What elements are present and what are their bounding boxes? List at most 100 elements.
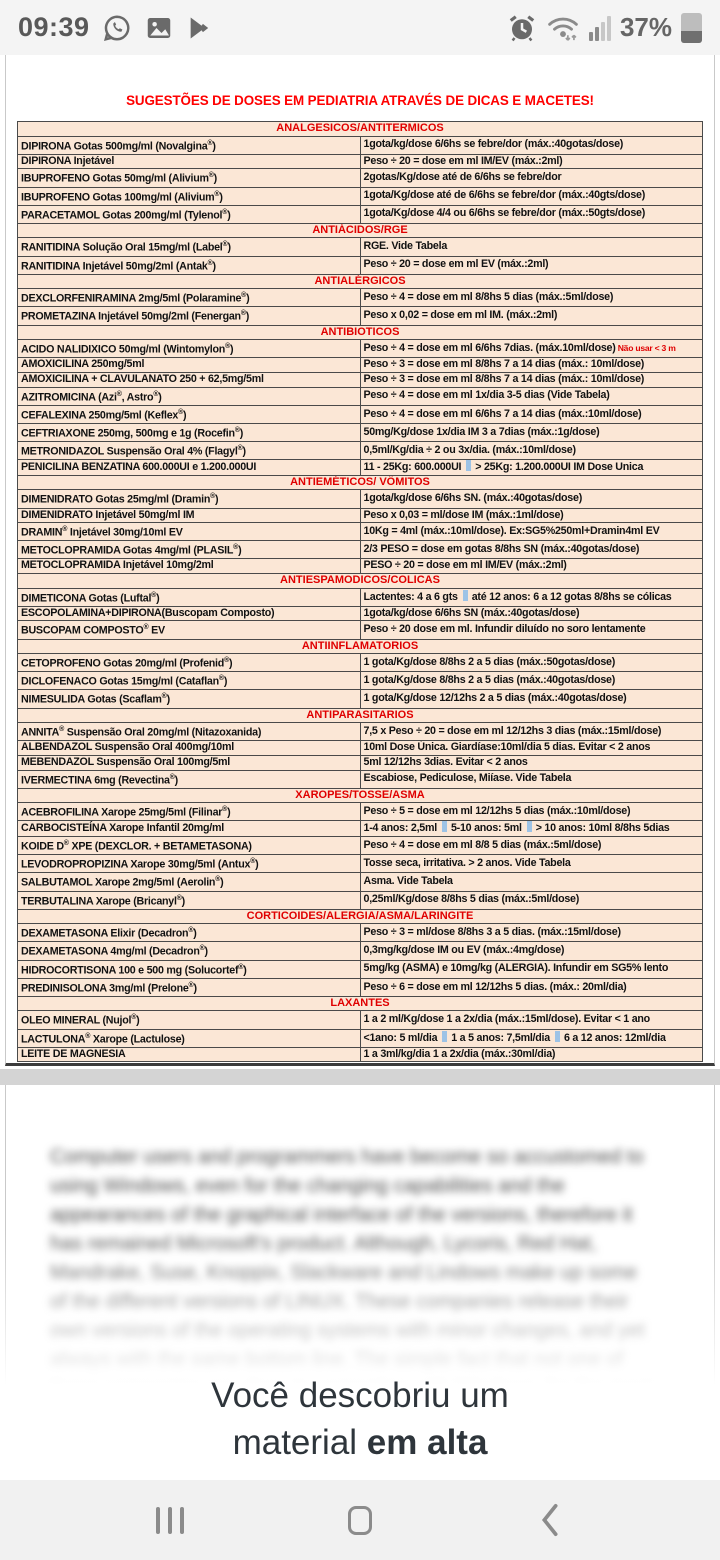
drug-row: DRAMIN® Injetável 30mg/10ml EV 10Kg = 4ml… xyxy=(17,522,703,542)
dose-cell: Peso ÷ 4 = dose em ml 6/6hs 7 a 14 dias … xyxy=(359,404,703,424)
section-row: ANALGESICOS/ANTITERMICOS xyxy=(17,121,703,137)
warning-note: Não usar < 3 m xyxy=(615,343,676,353)
dose-cell: Peso ÷ 4 = dose em ml 8/8 5 dias (máx.:5… xyxy=(359,836,703,856)
drug-row: KOIDE D® XPE (DEXCLOR. + BETAMETASONA) Pe… xyxy=(17,836,703,856)
drug-name-cell: DIMETICONA Gotas (Luftal®) xyxy=(17,587,361,607)
battery-icon xyxy=(681,12,702,43)
drug-name-cell: RANITIDINA Injetável 50mg/2ml (Antak®) xyxy=(17,255,361,275)
drug-row: CETOPROFENO Gotas 20mg/ml (Profenid®) 1 g… xyxy=(17,653,703,673)
drug-name-cell: ANNITA® Suspensão Oral 20mg/ml (Nitazoxa… xyxy=(17,722,361,742)
navigation-bar xyxy=(0,1480,720,1560)
drug-row: PENICILINA BENZATINA 600.000UI e 1.200.0… xyxy=(17,459,703,476)
drug-row: ALBENDAZOL Suspensão Oral 400mg/10ml 10ml… xyxy=(17,740,703,756)
section-row: LAXANTES xyxy=(17,995,703,1012)
dose-cell: 1 a 2 ml/Kg/dose 1 a 2x/dia (máx.:15ml/d… xyxy=(359,1010,703,1030)
section-row: ANTIALÉRGICOS xyxy=(17,273,703,290)
dose-cell: Escabiose, Pediculose, Miíase. Vide Tabe… xyxy=(359,769,703,789)
drug-row: LEITE DE MAGNESIA 1 a 3ml/kg/dia 1 a 2x/d… xyxy=(17,1046,703,1063)
signal-icon xyxy=(588,15,611,41)
dose-cell: Lactentes: 4 a 6 gts até 12 anos: 6 a 12 … xyxy=(359,587,703,607)
document-title: SUGESTÕES DE DOSES EM PEDIATRIA ATRAVÉS … xyxy=(126,93,594,108)
drug-row: CARBOCISTEÍNA Xarope Infantil 20mg/ml 1-4… xyxy=(17,820,703,838)
drug-row: AMOXICILINA 250mg/5ml Peso ÷ 3 = dose em … xyxy=(17,357,703,373)
dose-cell: 11 - 25Kg: 600.000UI > 25Kg: 1.200.000UI … xyxy=(359,459,703,476)
drug-row: IVERMECTINA 6mg (Revectina®) Escabiose, P… xyxy=(17,769,703,789)
dose-cell: 7,5 x Peso ÷ 20 = dose em ml 12/12hs 3 d… xyxy=(359,722,703,742)
home-button[interactable] xyxy=(330,1490,390,1550)
drug-name-cell: PROMETAZINA Injetável 50mg/2ml (Fenergan… xyxy=(17,306,361,326)
drug-name-cell: PARACETAMOL Gotas 200mg/ml (Tylenol®) xyxy=(17,204,361,224)
dose-cell: 1 gota/Kg/dose 8/8hs 2 a 5 dias (máx.:40… xyxy=(359,671,703,691)
dose-cell: Peso ÷ 3 = dose em ml 8/8hs 7 a 14 dias … xyxy=(359,357,703,373)
drug-name-cell: DIMENIDRATO Injetável 50mg/ml IM xyxy=(17,507,361,524)
separator-mark xyxy=(442,1030,448,1042)
drug-row: IBUPROFENO Gotas 50mg/ml (Alivium®) 2gota… xyxy=(17,168,703,188)
dose-cell: RGE. Vide Tabela xyxy=(359,237,703,257)
dose-cell: 1 gota/Kg/dose 12/12hs 2 a 5 dias (máx.:… xyxy=(359,689,703,709)
dose-cell: Peso x 0,02 = dose em ml IM. (máx.:2ml) xyxy=(359,306,703,326)
drug-row: DICLOFENACO Gotas 15mg/ml (Cataflan®) 1 g… xyxy=(17,671,703,691)
dose-cell: Peso x 0,03 = ml/dose IM (máx.:1ml/dose) xyxy=(359,507,703,524)
drug-row: BUSCOPAM COMPOSTO® EV Peso ÷ 20 dose em m… xyxy=(17,620,703,640)
drug-row: DEXAMETASONA Elixir (Decadron®) Peso ÷ 3 … xyxy=(17,923,703,943)
drug-name-cell: SALBUTAMOL Xarope 2mg/5ml (Aerolin®) xyxy=(17,872,361,892)
dose-cell: Peso ÷ 5 = dose em ml 12/12hs 5 dias (má… xyxy=(359,802,703,822)
drug-row: PARACETAMOL Gotas 200mg/ml (Tylenol®) 1go… xyxy=(17,204,703,224)
drug-row: RANITIDINA Injetável 50mg/2ml (Antak®) Pe… xyxy=(17,255,703,275)
section-header: LAXANTES xyxy=(17,995,703,1012)
page-divider xyxy=(0,1069,720,1085)
gallery-icon xyxy=(144,13,174,43)
recents-button[interactable] xyxy=(140,1490,200,1550)
dose-cell: 0,5ml/Kg/dia ÷ 2 ou 3x/dia. (máx.:10ml/d… xyxy=(359,441,703,461)
back-button[interactable] xyxy=(520,1490,580,1550)
drug-row: DIPIRONA Gotas 500mg/ml (Novalgina®) 1got… xyxy=(17,135,703,155)
play-store-icon xyxy=(186,13,214,43)
promo-line1: Você descobriu um xyxy=(211,1376,509,1415)
drug-row: METOCLOPRAMIDA Gotas 4mg/ml (PLASIL®) 2/3… xyxy=(17,540,703,560)
dose-cell: 0,25ml/Kg/dose 8/8hs 5 dias (máx.:5ml/do… xyxy=(359,890,703,910)
drug-name-cell: ACIDO NALIDIXICO 50mg/ml (Wintomylon®) xyxy=(17,339,361,359)
drug-name-cell: RANITIDINA Solução Oral 15mg/ml (Label®) xyxy=(17,237,361,257)
dose-cell: Peso ÷ 20 dose em ml. Infundir diluído n… xyxy=(359,620,703,640)
drug-name-cell: DIPIRONA Injetável xyxy=(17,153,361,170)
drug-row: NIMESULIDA Gotas (Scaflam®) 1 gota/Kg/dos… xyxy=(17,689,703,709)
doses-table-body: ANALGESICOS/ANTITERMICOS DIPIRONA Gotas 5… xyxy=(17,121,703,1063)
drug-row: DIMENIDRATO Gotas 25mg/ml (Dramin®) 1gota… xyxy=(17,489,703,509)
dose-cell: 1gota/Kg/dose até de 6/6hs se febre/dor … xyxy=(359,186,703,206)
separator-mark xyxy=(526,821,532,833)
drug-name-cell: KOIDE D® XPE (DEXCLOR. + BETAMETASONA) xyxy=(17,836,361,856)
drug-name-cell: IBUPROFENO Gotas 50mg/ml (Alivium®) xyxy=(17,168,361,188)
dose-cell: Peso ÷ 4 = dose em ml 8/8hs 5 dias (máx.… xyxy=(359,288,703,308)
drug-name-cell: LEITE DE MAGNESIA xyxy=(17,1046,361,1063)
dose-cell: Tosse seca, irritativa. > 2 anos. Vide T… xyxy=(359,854,703,874)
dose-cell: 1gota/kg/dose 6/6hs SN. (máx.:40gotas/do… xyxy=(359,489,703,509)
drug-row: IBUPROFENO Gotas 100mg/ml (Alivium®) 1got… xyxy=(17,186,703,206)
section-row: ANTIEMÉTICOS/ VÔMITOS xyxy=(17,474,703,491)
drug-name-cell: MEBENDAZOL Suspensão Oral 100mg/5ml xyxy=(17,754,361,771)
dose-cell: 1 gota/Kg/dose 8/8hs 2 a 5 dias (máx.:50… xyxy=(359,653,703,673)
separator-mark xyxy=(462,589,468,601)
promo-line2-bold: em alta xyxy=(366,1423,488,1462)
drug-row: HIDROCORTISONA 100 e 500 mg (Solucortef®… xyxy=(17,959,703,979)
section-header: XAROPES/TOSSE/ASMA xyxy=(17,787,703,804)
drug-row: AZITROMICINA (Azi®, Astro®) Peso ÷ 4 = do… xyxy=(17,386,703,406)
section-header: ANTIEMÉTICOS/ VÔMITOS xyxy=(17,474,703,491)
dose-cell: Asma. Vide Tabela xyxy=(359,872,703,892)
drug-row: MEBENDAZOL Suspensão Oral 100mg/5ml 5ml 1… xyxy=(17,754,703,771)
dose-cell: PESO ÷ 20 = dose em ml IM/EV (máx.:2ml) xyxy=(359,558,703,575)
separator-mark xyxy=(441,821,447,833)
section-row: ANTIPARASITARIOS xyxy=(17,707,703,724)
section-header: ANTIALÉRGICOS xyxy=(17,273,703,290)
drug-name-cell: NIMESULIDA Gotas (Scaflam®) xyxy=(17,689,361,709)
drug-row: OLEO MINERAL (Nujol®) 1 a 2 ml/Kg/dose 1 … xyxy=(17,1010,703,1030)
drug-name-cell: IBUPROFENO Gotas 100mg/ml (Alivium®) xyxy=(17,186,361,206)
section-header: ANTIINFLAMATORIOS xyxy=(17,638,703,655)
drug-row: CEFTRIAXONE 250mg, 500mg e 1g (Rocefin®)… xyxy=(17,422,703,443)
dose-cell: 50mg/Kg/dose 1x/dia IM 3 a 7dias (máx.:1… xyxy=(359,422,703,443)
drug-row: METRONIDAZOL Suspensão Oral 4% (Flagyl®)… xyxy=(17,441,703,461)
drug-name-cell: AMOXICILINA 250mg/5ml xyxy=(17,357,361,373)
document-page-1[interactable]: SUGESTÕES DE DOSES EM PEDIATRIA ATRAVÉS … xyxy=(5,55,715,1066)
wifi-icon xyxy=(546,13,580,43)
promo-message: Você descobriu um material em alta xyxy=(0,1372,720,1466)
